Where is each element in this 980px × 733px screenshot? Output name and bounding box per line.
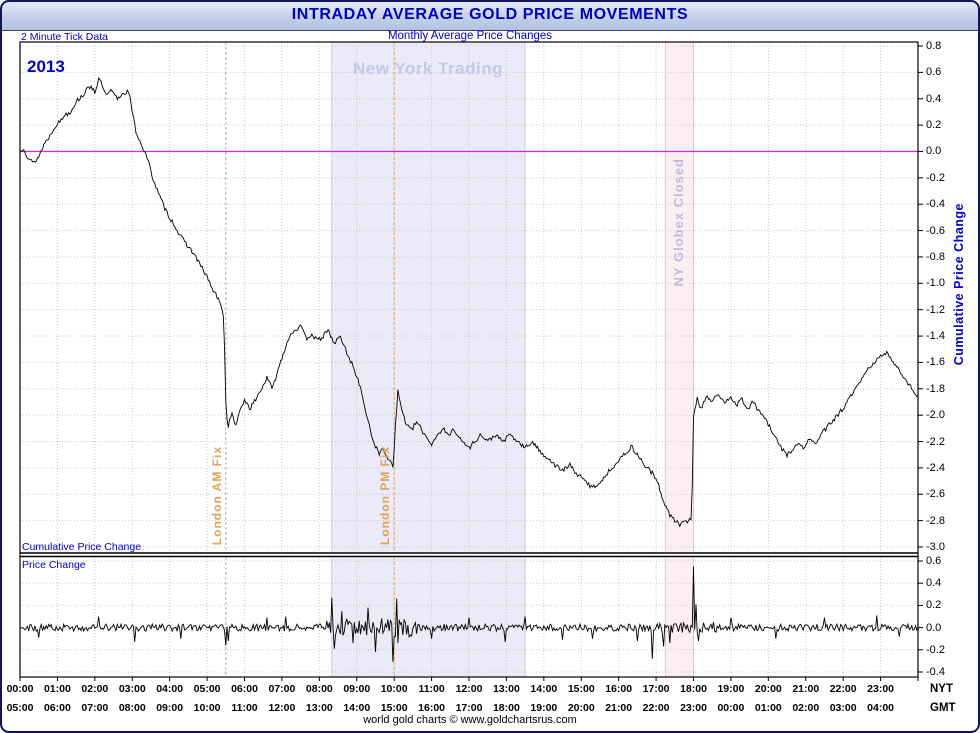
y-tick-label: -0.2 bbox=[926, 171, 945, 184]
y-tick-label: 0.4 bbox=[926, 577, 942, 590]
y-tick-label: -1.6 bbox=[926, 356, 945, 369]
x-tick-label: 12:00 bbox=[268, 702, 296, 714]
nyt-axis-label: NYT bbox=[930, 683, 953, 695]
x-tick-label: 03:00 bbox=[829, 702, 857, 714]
y-tick-label: -0.6 bbox=[926, 224, 945, 237]
y-tick-label: 0.0 bbox=[926, 621, 942, 634]
x-tick-label: 21:00 bbox=[605, 702, 633, 714]
x-tick-label: 14:00 bbox=[530, 683, 558, 695]
x-tick-label: 00:00 bbox=[6, 683, 34, 695]
y-tick-label: -0.4 bbox=[926, 666, 945, 678]
title-bar: INTRADAY AVERAGE GOLD PRICE MOVEMENTS bbox=[0, 0, 980, 31]
x-tick-label: 03:00 bbox=[118, 683, 146, 695]
x-tick-label: 21:00 bbox=[792, 683, 820, 695]
x-tick-label: 05:00 bbox=[6, 702, 34, 714]
x-tick-label: 11:00 bbox=[418, 683, 445, 695]
y-tick-label: -3.0 bbox=[926, 541, 945, 553]
page-title: INTRADAY AVERAGE GOLD PRICE MOVEMENTS bbox=[291, 6, 689, 23]
year-label: 2013 bbox=[27, 57, 65, 76]
x-tick-label: 16:00 bbox=[605, 683, 633, 695]
x-tick-label: 06:00 bbox=[231, 683, 258, 695]
x-tick-label: 06:00 bbox=[43, 702, 71, 714]
copyright-footer: world gold charts © www.goldchartsrus.co… bbox=[363, 714, 577, 726]
x-tick-label: 18:00 bbox=[492, 702, 520, 714]
x-tick-label: 19:00 bbox=[717, 683, 745, 695]
x-tick-label: 23:00 bbox=[867, 683, 894, 695]
y-tick-label: -0.2 bbox=[926, 643, 945, 656]
y-tick-label: -2.8 bbox=[926, 514, 945, 527]
x-tick-label: 02:00 bbox=[792, 702, 820, 714]
x-tick-label: 19:00 bbox=[530, 702, 558, 714]
x-tick-label: 09:00 bbox=[343, 683, 371, 695]
x-tick-label: 16:00 bbox=[418, 702, 445, 714]
x-tick-label: 04:00 bbox=[867, 702, 894, 714]
x-tick-label: 01:00 bbox=[754, 702, 782, 714]
subtitle: Monthly Average Price Changes bbox=[387, 30, 553, 42]
x-tick-label: 18:00 bbox=[680, 683, 707, 695]
x-tick-label: 15:00 bbox=[567, 683, 595, 695]
y-tick-label: -0.8 bbox=[926, 250, 945, 263]
y-tick-label: -0.4 bbox=[926, 198, 945, 211]
x-tick-label: 01:00 bbox=[43, 683, 71, 695]
y-tick-label: -2.6 bbox=[926, 488, 945, 501]
x-tick-label: 07:00 bbox=[268, 683, 296, 695]
x-tick-label: 07:00 bbox=[81, 702, 109, 714]
cumulative-axis-title: Cumulative Price Change bbox=[952, 203, 966, 366]
x-tick-label: 10:00 bbox=[193, 702, 221, 714]
y-tick-label: -2.2 bbox=[926, 435, 945, 448]
x-tick-label: 04:00 bbox=[156, 683, 184, 695]
globex-closed-band-label: NY Globex Closed bbox=[671, 158, 686, 287]
x-tick-label: 08:00 bbox=[305, 683, 333, 695]
x-tick-label: 20:00 bbox=[754, 683, 782, 695]
london-pm-fix-label: London PM Fix bbox=[378, 446, 392, 545]
cumulative-panel-label: Cumulative Price Change bbox=[22, 541, 142, 553]
y-tick-label: 0.2 bbox=[926, 599, 942, 612]
ny-trading-band-label: New York Trading bbox=[352, 59, 504, 78]
x-tick-label: 23:00 bbox=[680, 702, 707, 714]
x-tick-label: 22:00 bbox=[642, 702, 670, 714]
x-tick-label: 17:00 bbox=[642, 683, 670, 695]
y-tick-label: -1.4 bbox=[926, 330, 945, 343]
tick-data-note: 2 Minute Tick Data bbox=[21, 31, 108, 43]
x-tick-label: 00:00 bbox=[717, 702, 745, 714]
y-tick-label: 0.4 bbox=[926, 92, 942, 105]
x-tick-label: 13:00 bbox=[305, 702, 333, 714]
x-tick-label: 13:00 bbox=[492, 683, 520, 695]
x-tick-label: 17:00 bbox=[455, 702, 483, 714]
x-tick-label: 11:00 bbox=[231, 702, 258, 714]
y-tick-label: 0.0 bbox=[926, 145, 942, 158]
y-tick-label: 0.6 bbox=[926, 555, 942, 567]
x-tick-label: 15:00 bbox=[380, 702, 408, 714]
x-tick-label: 14:00 bbox=[343, 702, 371, 714]
y-tick-label: 0.6 bbox=[926, 66, 942, 79]
y-tick-label: 0.2 bbox=[926, 119, 942, 132]
x-tick-label: 05:00 bbox=[193, 683, 221, 695]
x-tick-label: 12:00 bbox=[455, 683, 483, 695]
x-tick-label: 09:00 bbox=[156, 702, 184, 714]
y-tick-label: -2.4 bbox=[926, 461, 945, 474]
x-tick-label: 22:00 bbox=[829, 683, 857, 695]
x-tick-label: 02:00 bbox=[81, 683, 109, 695]
y-tick-label: -1.8 bbox=[926, 382, 945, 395]
london-am-fix-label: London AM Fix bbox=[210, 445, 224, 545]
price-change-panel-label: Price Change bbox=[22, 559, 86, 571]
x-tick-label: 10:00 bbox=[380, 683, 408, 695]
x-tick-label: 08:00 bbox=[118, 702, 146, 714]
gmt-axis-label: GMT bbox=[930, 702, 956, 714]
y-tick-label: -1.0 bbox=[926, 277, 945, 290]
y-tick-label: -2.0 bbox=[926, 409, 945, 422]
x-tick-label: 20:00 bbox=[567, 702, 595, 714]
y-tick-label: -1.2 bbox=[926, 303, 945, 316]
